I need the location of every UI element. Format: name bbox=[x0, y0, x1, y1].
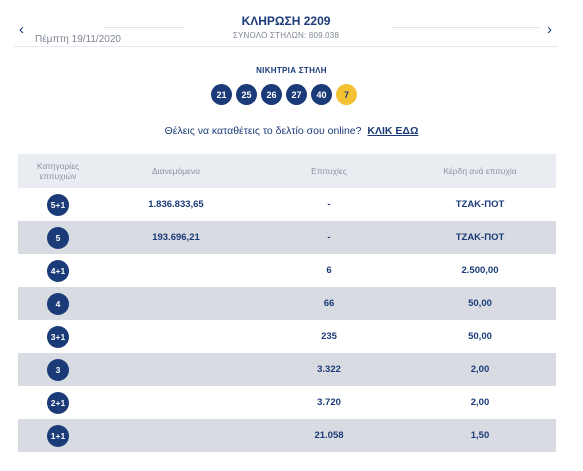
prize-cell: 50,00 bbox=[468, 298, 492, 309]
table-row: 5 193.696,21 - ΤΖΑΚ-ΠΟΤ bbox=[18, 221, 556, 254]
draw-date: Πέμπτη 19/11/2020 bbox=[35, 34, 121, 45]
winning-number-ball: 40 bbox=[311, 84, 332, 105]
header-distributed: Διανεμόμενα bbox=[152, 166, 200, 176]
table-row: 3+1 235 50,00 bbox=[18, 320, 556, 353]
header-divider-right bbox=[392, 27, 539, 28]
header-category: Κατηγορίες επιτυχιών bbox=[18, 161, 98, 181]
prize-cell: 2,00 bbox=[470, 364, 490, 375]
chevron-right-icon[interactable]: › bbox=[547, 21, 552, 38]
winning-number-ball: 25 bbox=[236, 84, 257, 105]
online-promo-text: Θέλεις να καταθέτεις το δελτίο σου onlin… bbox=[164, 125, 362, 137]
winners-cell: 3.322 bbox=[317, 364, 341, 375]
header-category-line1: Κατηγορίες bbox=[36, 161, 80, 171]
winners-cell: - bbox=[327, 199, 331, 210]
distributed-cell: 193.696,21 bbox=[152, 232, 200, 243]
table-header: Κατηγορίες επιτυχιών Διανεμόμενα Επιτυχί… bbox=[18, 154, 556, 188]
click-here-link[interactable]: ΚΛΙΚ ΕΔΩ bbox=[367, 125, 419, 137]
header-prize: Κέρδη ανά επιτυχία bbox=[443, 166, 517, 176]
prize-cell: ΤΖΑΚ-ΠΟΤ bbox=[455, 199, 505, 210]
chevron-left-icon[interactable]: ‹ bbox=[19, 21, 24, 38]
prize-cell: 1,50 bbox=[470, 430, 490, 441]
category-badge: 5+1 bbox=[47, 193, 69, 216]
prize-cell: 2,00 bbox=[470, 397, 490, 408]
draw-header: ‹ ΚΛΗΡΩΣΗ 2209 ΣΥΝΟΛΟ ΣΤΗΛΩΝ: 809.038 Πέ… bbox=[14, 10, 558, 47]
winners-cell: 3.720 bbox=[317, 397, 341, 408]
table-row: 5+1 1.836.833,65 - ΤΖΑΚ-ΠΟΤ bbox=[18, 188, 556, 221]
prize-cell: 50,00 bbox=[468, 331, 492, 342]
online-promo: Θέλεις να καταθέτεις το δελτίο σου onlin… bbox=[0, 125, 583, 137]
category-badge: 3+1 bbox=[47, 325, 69, 348]
prize-table: Κατηγορίες επιτυχιών Διανεμόμενα Επιτυχί… bbox=[18, 154, 556, 452]
winners-cell: 6 bbox=[326, 265, 332, 276]
draw-title: ΚΛΗΡΩΣΗ 2209 bbox=[241, 14, 331, 28]
winners-cell: 21.058 bbox=[314, 430, 344, 441]
table-row: 1+1 21.058 1,50 bbox=[18, 419, 556, 452]
header-divider-left bbox=[104, 27, 184, 28]
header-category-line2: επιτυχιών bbox=[39, 171, 77, 181]
winners-cell: 66 bbox=[323, 298, 335, 309]
winning-number-ball: 26 bbox=[261, 84, 282, 105]
prize-cell: ΤΖΑΚ-ΠΟΤ bbox=[455, 232, 505, 243]
winning-column-label: ΝΙΚΗΤΡΙΑ ΣΤΗΛΗ bbox=[256, 66, 327, 75]
total-columns: ΣΥΝΟΛΟ ΣΤΗΛΩΝ: 809.038 bbox=[232, 31, 340, 40]
category-badge: 4+1 bbox=[47, 259, 69, 282]
winning-number-ball: 27 bbox=[286, 84, 307, 105]
winners-cell: 235 bbox=[321, 331, 337, 342]
winning-number-ball: 21 bbox=[211, 84, 232, 105]
category-badge: 1+1 bbox=[47, 424, 69, 447]
category-badge: 2+1 bbox=[47, 391, 69, 414]
joker-ball: 7 bbox=[336, 84, 357, 105]
winners-cell: - bbox=[327, 232, 331, 243]
category-badge: 4 bbox=[47, 292, 69, 315]
table-row: 4 66 50,00 bbox=[18, 287, 556, 320]
table-row: 2+1 3.720 2,00 bbox=[18, 386, 556, 419]
table-row: 4+1 6 2.500,00 bbox=[18, 254, 556, 287]
table-row: 3 3.322 2,00 bbox=[18, 353, 556, 386]
category-badge: 3 bbox=[47, 358, 69, 381]
winning-numbers: 21 25 26 27 40 7 bbox=[211, 84, 357, 105]
category-badge: 5 bbox=[47, 226, 69, 249]
header-winners: Επιτυχίες bbox=[311, 166, 347, 176]
distributed-cell: 1.836.833,65 bbox=[148, 199, 204, 210]
prize-cell: 2.500,00 bbox=[461, 265, 499, 276]
